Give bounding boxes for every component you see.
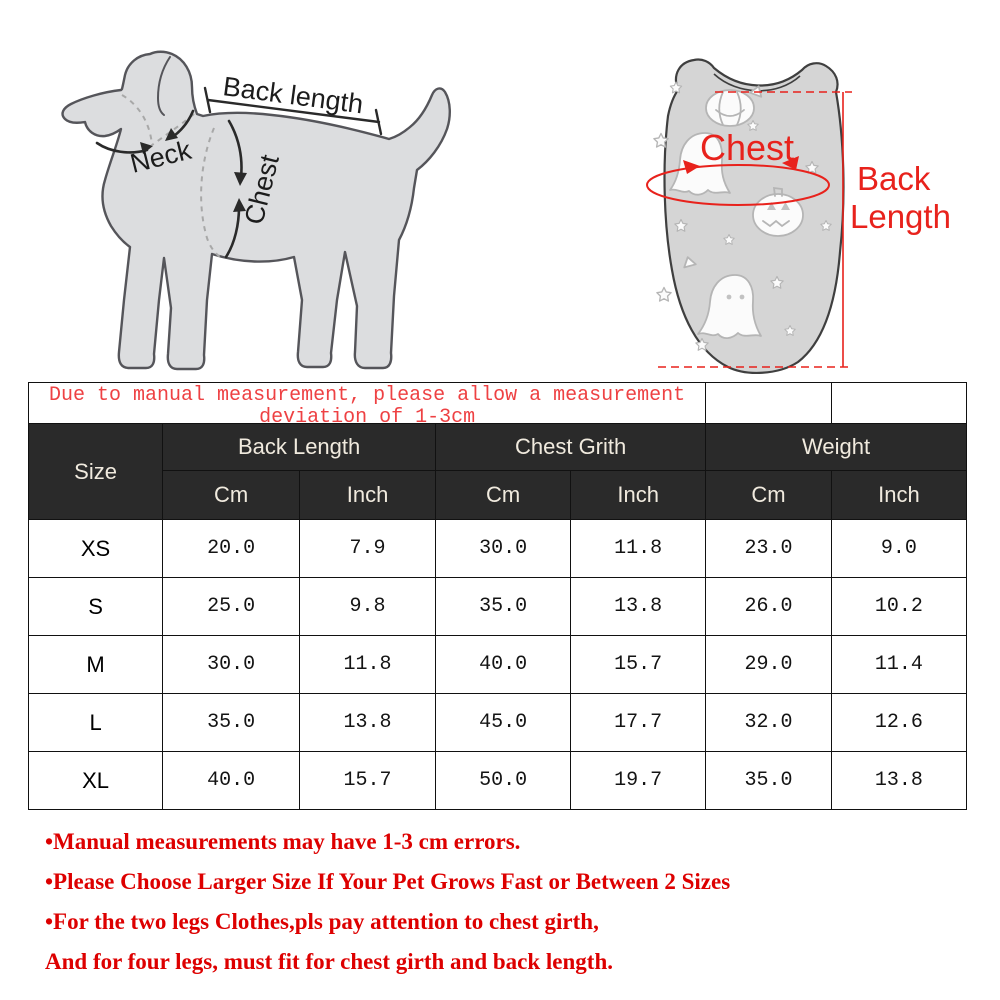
dog-ear-inner-line [156,56,171,116]
table-cell: 15.7 [299,751,437,810]
table-cell: 13.8 [830,751,968,810]
table-cell: 23.0 [705,519,832,578]
empty-cell [830,382,968,424]
table-cell: 40.0 [162,751,301,810]
neck-arrowhead-icon [140,142,153,154]
table-cell: 45.0 [435,693,572,752]
notice-line1: Due to manual measurement, please allow … [49,384,686,407]
size-table-section: Due to manual measurement, please allow … [27,382,968,810]
table-row-m: M 30.0 11.8 40.0 15.7 29.0 11.4 [27,635,968,694]
table-cell: 35.0 [705,751,832,810]
size-label: L [27,693,164,752]
chest-girth-header: Chest Grith [435,423,707,471]
size-header: Size [27,423,164,520]
table-cell: 26.0 [705,577,832,636]
table-cell: 11.4 [830,635,968,694]
table-cell: 12.6 [830,693,968,752]
measurement-notice: Due to manual measurement, please allow … [27,382,707,424]
chest-arrowhead-left-icon [683,160,700,174]
star-icon [656,286,672,302]
notice-line2: deviation of 1-3cm [259,406,476,424]
table-cell: 20.0 [162,519,301,578]
chest-arrowhead-right-icon [782,156,799,170]
notes-section: •Manual measurements may have 1-3 cm err… [45,822,730,982]
table-cell: 35.0 [162,693,301,752]
table-cell: 32.0 [705,693,832,752]
vest-back-length-label-line2: Length [850,198,951,235]
table-cell: 11.8 [570,519,707,578]
note-line: And for four legs, must fit for chest gi… [45,949,613,974]
table-cell: 30.0 [435,519,572,578]
measurement-diagrams: Back length Neck Chest [61,50,951,374]
table-cell: 10.2 [830,577,968,636]
chest-down-arrow-icon [227,119,243,179]
table-cell: 19.7 [570,751,707,810]
back-length-tick-left [203,86,212,114]
size-table: Due to manual measurement, please allow … [27,382,968,810]
empty-cell [705,382,832,424]
notice-row: Due to manual measurement, please allow … [27,382,968,424]
pumpkin-rib [718,91,724,126]
pumpkin-rib [736,91,742,126]
back-length-measure-line [206,98,381,124]
note-line: •Please Choose Larger Size If Your Pet G… [45,869,731,894]
table-cell: 35.0 [435,577,572,636]
unit-header: Cm [162,470,301,520]
table-cell: 9.0 [830,519,968,578]
neck-dashed-line [121,94,153,146]
candy-icon [683,256,697,269]
unit-header: Cm [435,470,572,520]
table-row-s: S 25.0 9.8 35.0 13.8 26.0 10.2 [27,577,968,636]
table-cell: 30.0 [162,635,301,694]
note-line: •For the two legs Clothes,pls pay attent… [45,909,599,934]
table-cell: 50.0 [435,751,572,810]
table-row-xl: XL 40.0 15.7 50.0 19.7 35.0 13.8 [27,751,968,810]
unit-header: Inch [830,470,968,520]
vest-back-length-label-line1: Back [857,160,931,197]
dog-silhouette [61,50,451,371]
collar-arrowhead-icon [165,128,178,141]
size-label: XL [27,751,164,810]
table-cell: 7.9 [299,519,437,578]
table-row-xs: XS 20.0 7.9 30.0 11.8 23.0 9.0 [27,519,968,578]
back-length-tick-right [374,108,383,136]
vest-chest-label: Chest [700,127,794,168]
unit-header: Inch [570,470,707,520]
pumpkin-icon [705,89,755,127]
vest-illustration: Chest Back Length [646,58,951,374]
table-cell: 13.8 [299,693,437,752]
table-cell: 25.0 [162,577,301,636]
ghost-icon [669,132,731,196]
table-cell: 29.0 [705,635,832,694]
ghost-icon [697,274,762,339]
table-cell: 11.8 [299,635,437,694]
size-label: S [27,577,164,636]
chest-down-arrowhead-icon [234,172,247,186]
weight-header: Weight [705,423,967,471]
dog-illustration: Back length Neck Chest [61,50,451,371]
table-cell: 40.0 [435,635,572,694]
table-cell: 15.7 [570,635,707,694]
back-length-header: Back Length [162,423,437,471]
table-cell: 9.8 [299,577,437,636]
table-cell: 13.8 [570,577,707,636]
note-line: •Manual measurements may have 1-3 cm err… [45,829,521,854]
unit-header: Inch [299,470,437,520]
table-cell: 17.7 [570,693,707,752]
chest-girth-ellipse-annotation [646,164,830,206]
size-label: M [27,635,164,694]
vest-pattern [653,81,832,351]
unit-header-row: Cm Inch Cm Inch Cm Inch [29,470,968,520]
group-header-row: Size Back Length Chest Grith Weight [27,423,967,520]
chest-up-arrowhead-icon [233,198,246,212]
unit-header: Cm [705,470,832,520]
table-row-l: L 35.0 13.8 45.0 17.7 32.0 12.6 [27,693,968,752]
size-label: XS [27,519,164,578]
pumpkin-grin [715,109,745,117]
